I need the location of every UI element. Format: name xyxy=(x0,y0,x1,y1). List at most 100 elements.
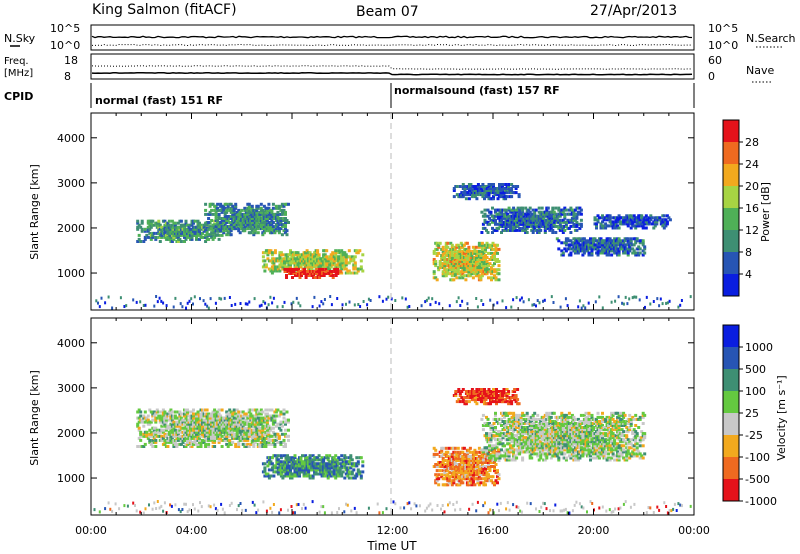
power-data-cell xyxy=(582,251,586,255)
power-ground-cell xyxy=(248,300,251,304)
power-data-cell xyxy=(558,220,562,224)
velocity-data-cell xyxy=(145,430,149,434)
power-data-cell xyxy=(462,268,466,272)
power-data-cell xyxy=(341,263,345,267)
velocity-data-cell xyxy=(250,408,254,412)
power-data-cell xyxy=(467,197,471,201)
velocity-data-cell xyxy=(304,454,308,458)
velocity-data-cell xyxy=(458,475,462,479)
power-data-cell xyxy=(554,212,558,216)
power-data-cell xyxy=(563,241,567,245)
power-data-cell xyxy=(285,274,288,277)
velocity-data-cell xyxy=(253,434,257,438)
velocity-data-cell xyxy=(173,414,177,418)
velocity-data-cell xyxy=(220,445,224,448)
power-data-cell xyxy=(275,269,279,273)
power-data-cell xyxy=(599,237,603,241)
velocity-data-cell xyxy=(140,420,144,424)
velocity-data-cell xyxy=(241,434,245,438)
power-data-cell xyxy=(628,245,632,249)
power-data-cell xyxy=(563,220,567,224)
power-data-cell xyxy=(504,220,508,224)
power-data-cell xyxy=(229,229,233,233)
power-data-cell xyxy=(256,206,260,210)
velocity-data-cell xyxy=(355,464,359,468)
power-data-cell xyxy=(498,216,502,220)
power-data-cell xyxy=(626,218,630,222)
power-data-cell xyxy=(566,218,570,222)
velocity-data-cell xyxy=(241,438,245,442)
power-data-cell xyxy=(482,256,486,259)
power-data-cell xyxy=(196,219,200,223)
power-data-cell xyxy=(437,245,441,249)
power-data-cell xyxy=(486,220,490,224)
power-data-cell xyxy=(321,267,325,271)
velocity-data-cell xyxy=(440,473,444,477)
power-ground-cell xyxy=(531,303,534,307)
velocity-data-cell xyxy=(287,428,290,432)
velocity-data-cell xyxy=(437,483,441,487)
velocity-data-cell xyxy=(434,473,438,477)
velocity-data-cell xyxy=(273,464,277,468)
power-data-cell xyxy=(453,249,457,253)
velocity-data-cell xyxy=(347,476,351,480)
velocity-data-cell xyxy=(169,412,173,416)
power-data-cell xyxy=(253,212,257,216)
velocity-data-cell xyxy=(449,463,453,466)
power-data-cell xyxy=(509,228,513,232)
velocity-data-cell xyxy=(246,438,250,442)
power-data-cell xyxy=(504,210,508,214)
power-data-cell xyxy=(344,263,348,267)
power-data-cell xyxy=(461,249,465,253)
velocity-data-cell xyxy=(301,466,304,470)
power-data-cell xyxy=(500,231,503,234)
nave-tick-bottom: 0 xyxy=(708,70,715,83)
power-data-cell xyxy=(533,212,537,216)
power-data-cell xyxy=(482,270,486,274)
power-ground-cell xyxy=(424,300,427,304)
velocity-data-cell xyxy=(255,426,259,430)
power-data-cell xyxy=(176,240,180,243)
power-data-cell xyxy=(488,243,492,247)
velocity-data-cell xyxy=(243,426,247,430)
velocity-data-cell xyxy=(446,469,450,473)
velocity-data-cell xyxy=(142,432,146,436)
power-data-cell xyxy=(578,237,582,241)
power-ground-cell xyxy=(367,297,370,301)
power-data-cell xyxy=(359,259,363,263)
power-ground-cell xyxy=(269,295,272,299)
velocity-data-cell xyxy=(253,424,257,428)
power-data-cell xyxy=(463,187,467,190)
velocity-data-cell xyxy=(270,468,274,472)
power-panel-frame xyxy=(90,112,695,311)
power-data-cell xyxy=(569,251,573,255)
power-data-cell xyxy=(667,216,671,220)
power-ground-cell xyxy=(522,300,525,304)
velocity-data-cell xyxy=(204,418,208,422)
power-data-cell xyxy=(623,243,627,247)
power-data-cell xyxy=(572,216,576,220)
velocity-data-cell xyxy=(284,428,287,432)
power-ground-cell xyxy=(218,296,221,300)
power-data-cell xyxy=(277,229,281,233)
power-data-cell xyxy=(317,253,321,257)
power-data-cell xyxy=(292,270,296,273)
power-data-cell xyxy=(289,272,293,275)
power-data-cell xyxy=(602,249,606,253)
velocity-data-cell xyxy=(437,477,441,481)
power-data-cell xyxy=(450,251,454,255)
power-data-cell xyxy=(488,258,492,261)
power-data-cell xyxy=(347,269,351,273)
power-data-cell xyxy=(441,264,445,268)
velocity-data-cell xyxy=(343,458,347,462)
power-ground-cell xyxy=(510,305,513,309)
power-data-cell xyxy=(482,258,486,261)
power-data-cell xyxy=(572,243,576,247)
power-data-cell xyxy=(489,218,493,222)
power-ground-cell xyxy=(631,296,634,300)
power-data-cell xyxy=(284,210,287,214)
velocity-data-cell xyxy=(441,461,445,464)
power-ground-cell xyxy=(387,295,390,299)
power-data-cell xyxy=(146,225,150,229)
velocity-data-cell xyxy=(465,452,469,456)
